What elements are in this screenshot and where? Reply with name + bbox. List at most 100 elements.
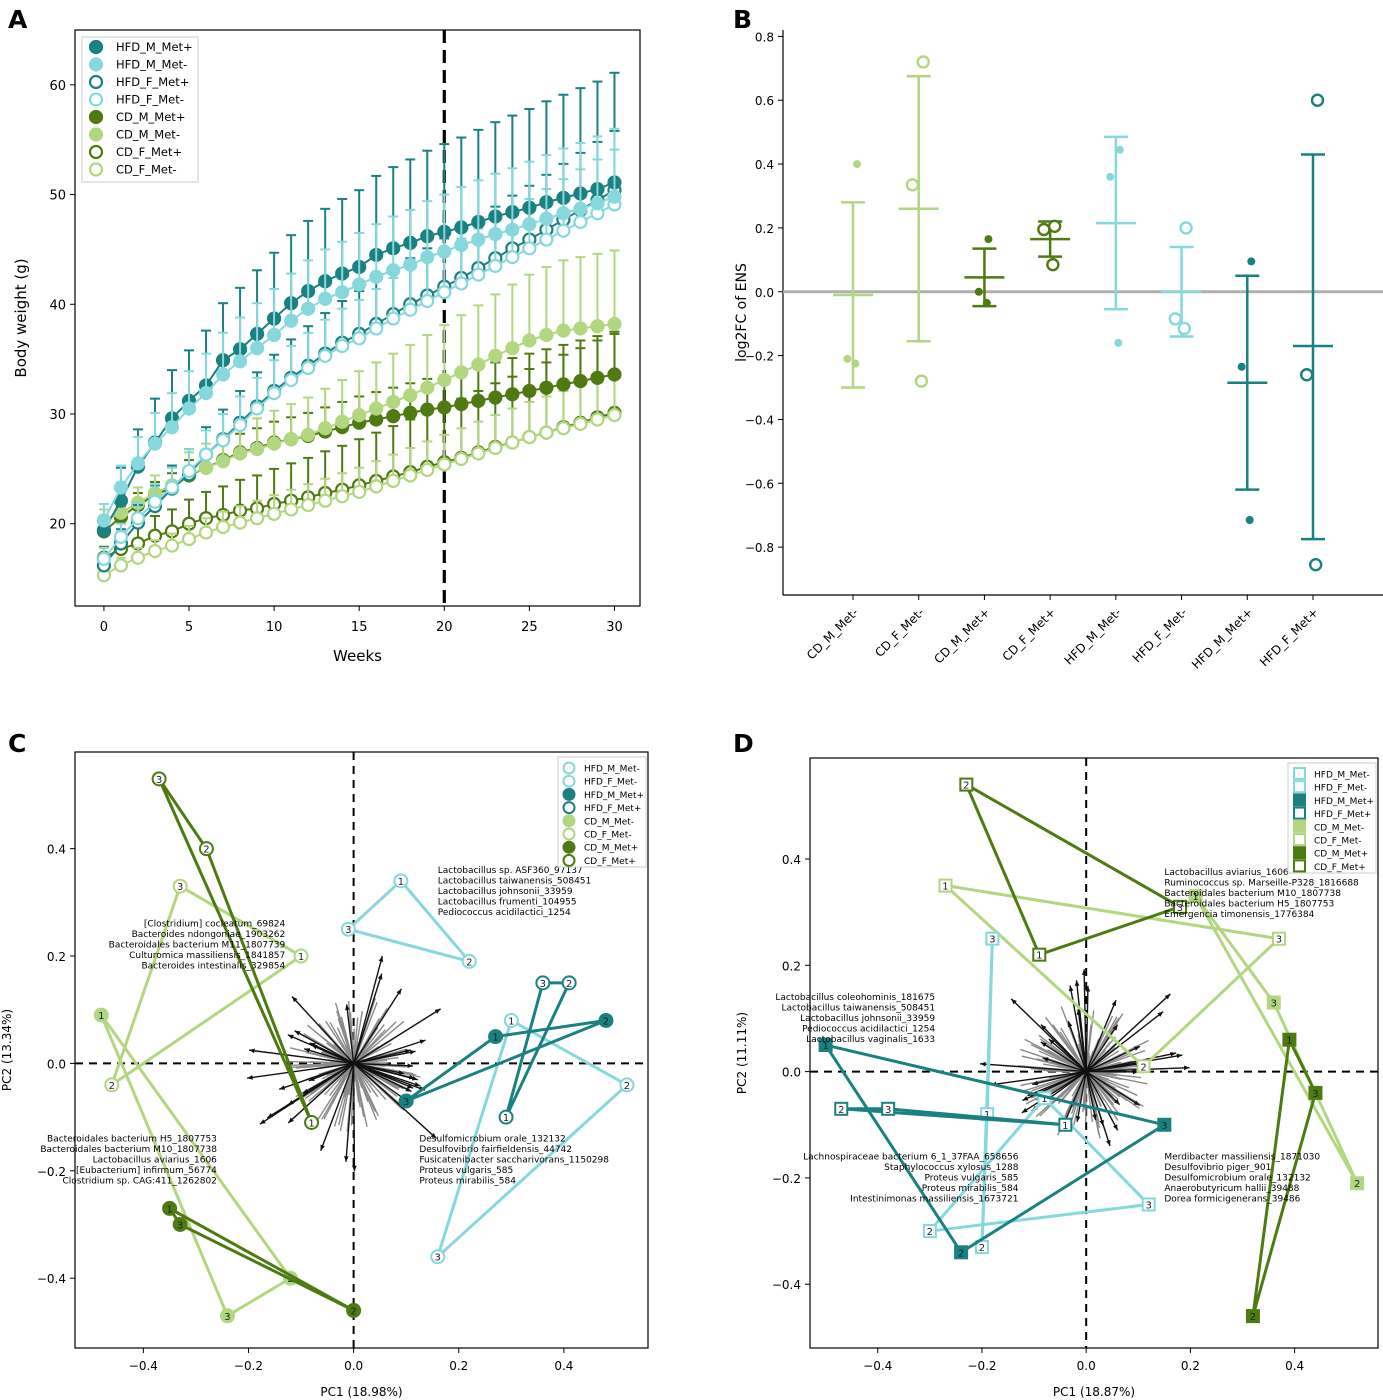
data-point [590,370,605,385]
data-point [130,511,146,526]
y-tick-label: 0.2 [782,959,801,973]
data-point [471,267,486,282]
data-point [488,390,503,405]
y-tick-label: 0.0 [47,1057,66,1071]
loading-vector [353,988,402,1064]
sample-label: 2 [979,1243,985,1254]
arrow-head [1092,1114,1097,1121]
data-point [851,359,860,368]
loading-vector [336,1027,355,1064]
sample-label: 3 [1271,999,1277,1010]
y-tick-label: 0.8 [755,30,774,44]
sample-point [172,878,188,894]
loading-vector [1085,1011,1164,1073]
loading-vector [353,1062,407,1101]
species-label: Pediococcus acidilactici_1254 [802,1024,935,1034]
series-cd_f_met- [96,373,622,583]
sample-label: 1 [508,1016,514,1027]
legend-label: CD_M_Met- [1314,823,1364,833]
data-point [1308,557,1323,572]
sample-point [304,1114,320,1130]
data-point [454,451,469,467]
sample-label: 2 [203,845,209,856]
data-point [249,511,265,526]
panel-letter-c: C [8,729,26,758]
sample-label: 3 [435,1253,441,1264]
species-label: Lactobacillus johnsonii_33959 [800,1014,935,1024]
data-point [352,331,367,346]
data-point [403,468,418,483]
sample-label: 3 [345,925,351,936]
loading-vector [353,1008,441,1065]
sample-label: 2 [1140,1062,1146,1073]
arrow-head [1133,1100,1140,1106]
loading-vector [353,1020,405,1064]
data-point [403,257,418,272]
y-tick-label: 20 [49,518,66,533]
data-point [420,462,435,478]
arrow-head [419,1039,426,1045]
legend-label: HFD_M_Met- [1314,771,1370,781]
data-point [284,432,299,447]
y-tick-label: 0.0 [782,1066,801,1080]
x-tick-label: 30 [606,620,623,635]
data-point [386,263,401,278]
loading-vector [1032,1070,1087,1086]
sample-point [1350,1176,1365,1191]
species-label: Lactobacillus coleohominis_181675 [775,993,935,1003]
arrow-head [1112,1024,1118,1031]
legend-label: HFD_F_Met- [116,93,184,107]
x-axis-label: PC1 (18.98%) [320,1385,402,1399]
x-tick-label: 10 [266,620,283,635]
loading-vector [1075,980,1087,1072]
loading-vector [1085,999,1117,1072]
arrow-head [294,1030,301,1036]
species-label: Clostridium sp. CAG:411_1262802 [62,1176,216,1186]
x-tick-label: −0.2 [967,1359,996,1373]
arrow-head [1081,969,1087,975]
legend-marker [562,853,576,867]
x-tick-label: CD_F_Met- [872,605,927,660]
data-point [1168,312,1182,326]
group-outline [841,1107,1066,1127]
data-point [130,456,146,471]
data-point [1037,222,1051,237]
sample-point [198,841,214,857]
group-hfd_m_met- [1095,135,1136,347]
species-label: Desulfovibrio piger_901 [1164,1163,1271,1173]
panel-c-axes [74,751,649,1349]
arrow-head [1040,1024,1047,1031]
species-annotation: Bacteroidales bacterium H5_1807753Bacter… [40,1134,217,1186]
loading-vector [303,1048,354,1065]
data-point [573,416,588,431]
legend-label: CD_F_Met+ [584,857,636,867]
loading-vector [980,1063,1087,1073]
group-hfd_f_met+: 1 2 3 [834,1101,1073,1132]
x-tick-label: HFD_F_Met- [1130,605,1190,665]
arrow-head [414,1082,421,1087]
arrow-head [1170,1051,1177,1057]
y-tick-label: 0.6 [755,94,774,108]
legend-marker [1293,767,1306,780]
data-point [1106,172,1115,181]
sample-point [1136,1059,1151,1074]
arrow-head [288,1117,294,1123]
legend-marker [88,57,104,72]
x-tick-label: HFD_M_Met+ [1189,605,1255,671]
data-point [284,502,299,517]
y-tick-label: −0.6 [745,477,774,491]
loading-vector [353,1062,405,1075]
arrow-head [407,1083,414,1089]
loading-vector [1085,1071,1140,1106]
loading-vector [352,955,384,1064]
legend: HFD_M_Met+ HFD_M_Met- HFD_F_Met+ HFD_F_Met-… [81,36,199,183]
species-label: Lactobacillus sp. ASF360_97137 [438,866,583,876]
arrow-head [1111,1000,1117,1007]
loading-vector [323,1063,355,1120]
sample-label: 3 [177,882,183,893]
group-cd_f_met-: 1 2 3 [104,878,309,1093]
data-point [539,232,554,247]
x-tick-label: −0.4 [863,1359,892,1373]
x-tick-label: 15 [351,620,368,635]
